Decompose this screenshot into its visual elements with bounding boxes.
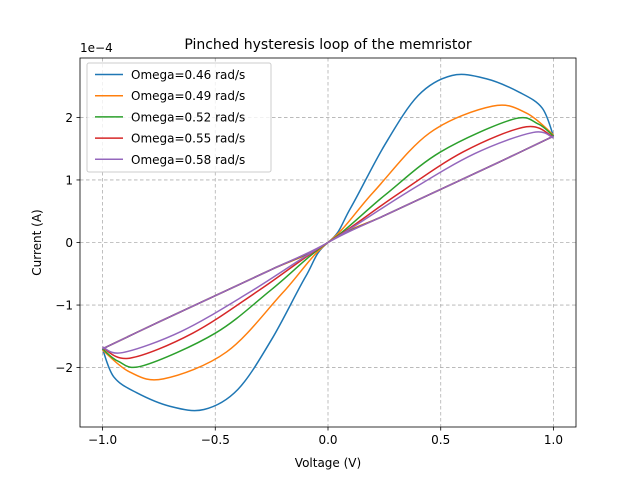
x-tick-label: −1.0 bbox=[88, 433, 117, 447]
series-layer bbox=[101, 73, 555, 412]
legend-label: Omega=0.52 rad/s bbox=[131, 110, 245, 124]
y-offset-label: 1e−4 bbox=[80, 41, 113, 55]
ticks: −1.0 −0.5 0.0 0.5 1.0 −2 −1 0 1 2 bbox=[55, 111, 563, 447]
legend-label: Omega=0.58 rad/s bbox=[131, 153, 245, 167]
x-tick-label: 0.0 bbox=[318, 433, 337, 447]
chart-title: Pinched hysteresis loop of the memristor bbox=[184, 37, 472, 53]
x-axis-label: Voltage (V) bbox=[295, 456, 361, 470]
x-tick-label: −0.5 bbox=[201, 433, 230, 447]
legend-box bbox=[86, 62, 272, 173]
y-tick-label: −2 bbox=[55, 361, 73, 375]
y-tick-label: 2 bbox=[65, 111, 73, 125]
x-tick-label: 0.5 bbox=[431, 433, 450, 447]
series-line-5 bbox=[102, 131, 554, 354]
y-tick-label: 1 bbox=[65, 173, 73, 187]
y-axis-label: Current (A) bbox=[30, 209, 44, 275]
legend-label: Omega=0.55 rad/s bbox=[131, 132, 245, 146]
x-tick-label: 1.0 bbox=[544, 433, 563, 447]
legend-label: Omega=0.46 rad/s bbox=[131, 68, 245, 82]
legend: Omega=0.46 rad/s Omega=0.49 rad/s Omega=0.… bbox=[86, 62, 272, 173]
y-tick-label: 0 bbox=[65, 236, 73, 250]
legend-label: Omega=0.49 rad/s bbox=[131, 89, 245, 103]
y-tick-label: −1 bbox=[55, 299, 73, 313]
